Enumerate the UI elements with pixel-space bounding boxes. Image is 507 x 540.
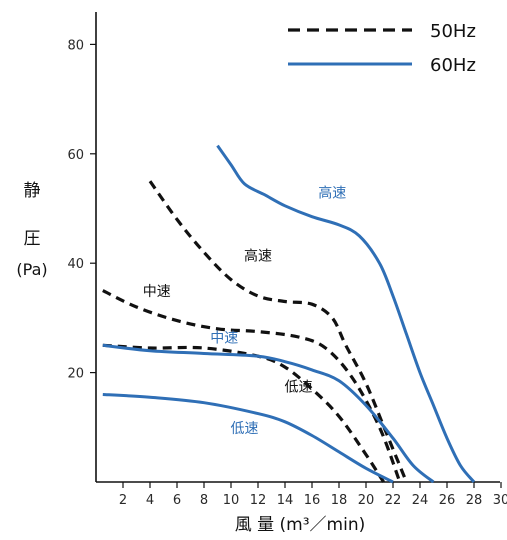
series-60hz-mid-line — [102, 343, 435, 484]
x-tick-label: 8 — [200, 493, 208, 508]
series-50hz-low-line — [102, 343, 385, 483]
x-tick-label: 18 — [331, 493, 348, 508]
x-tick-label: 26 — [439, 493, 456, 508]
y-tick-label: 80 — [67, 38, 84, 53]
speed-annotation: 低速 — [285, 380, 313, 396]
x-tick-label: 2 — [119, 493, 127, 508]
x-tick-label: 28 — [466, 493, 483, 508]
y-axis-label: 静 圧 (Pa) — [16, 181, 47, 279]
y-axis-label-line-1: 静 — [24, 181, 41, 201]
y-axis-label-line-2: 圧 — [24, 229, 41, 249]
x-tick-label: 6 — [173, 493, 181, 508]
series-layer — [102, 144, 476, 484]
legend: 50Hz 60Hz — [288, 21, 476, 76]
speed-annotation: 高速 — [244, 247, 272, 264]
x-tick-label: 14 — [277, 493, 294, 508]
series-60hz-high-line — [216, 144, 476, 483]
x-tick-label: 16 — [304, 493, 321, 508]
speed-annotation: 中速 — [210, 331, 238, 347]
legend-label-50hz: 50Hz — [430, 21, 476, 42]
x-tick-label: 24 — [412, 493, 429, 508]
x-tick-label: 30 — [493, 493, 507, 508]
series-50hz-mid-line — [102, 289, 402, 483]
speed-annotation: 高速 — [318, 185, 346, 202]
y-axis-label-line-3: (Pa) — [16, 260, 47, 279]
y-tick-label: 40 — [67, 257, 84, 272]
x-tick-label: 10 — [223, 493, 240, 508]
series-50hz-high-line — [148, 180, 408, 483]
x-tick-label: 4 — [146, 493, 154, 508]
x-axis-label: 風 量 (m³／min) — [235, 515, 366, 535]
axes — [95, 12, 500, 483]
y-tick-label: 60 — [67, 148, 84, 163]
x-tick-label: 12 — [250, 493, 267, 508]
x-tick-label: 20 — [358, 493, 375, 508]
legend-label-60hz: 60Hz — [430, 55, 476, 76]
speed-annotation: 低速 — [231, 421, 259, 437]
y-tick-label: 20 — [67, 367, 84, 382]
speed-annotation: 中速 — [143, 284, 171, 300]
x-tick-label: 22 — [385, 493, 402, 508]
series-60hz-low-line — [102, 393, 394, 484]
